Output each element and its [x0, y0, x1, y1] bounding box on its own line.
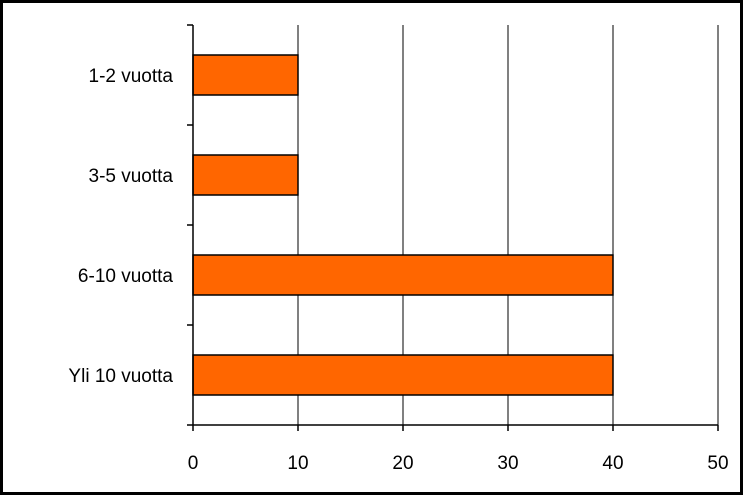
category-labels: 1-2 vuotta 3-5 vuotta 6-10 vuotta Yli 10 vu… — [68, 66, 173, 387]
category-label: 6-10 vuotta — [78, 266, 173, 287]
category-label: Yli 10 vuotta — [68, 366, 173, 387]
bar — [192, 254, 614, 296]
x-tick-label: 30 — [497, 453, 518, 474]
x-tick-label: 10 — [287, 453, 308, 474]
bar — [192, 54, 299, 96]
x-tick-label: 50 — [707, 453, 728, 474]
bar — [192, 354, 614, 396]
x-tick-label: 40 — [602, 453, 623, 474]
category-label: 3-5 vuotta — [89, 166, 174, 187]
x-tick-label: 20 — [392, 453, 413, 474]
bar — [192, 154, 299, 196]
x-tick-label: 0 — [188, 453, 199, 474]
category-label: 1-2 vuotta — [89, 66, 174, 87]
axes — [187, 24, 719, 431]
x-tick-labels: 0 10 20 30 40 50 — [188, 453, 729, 474]
